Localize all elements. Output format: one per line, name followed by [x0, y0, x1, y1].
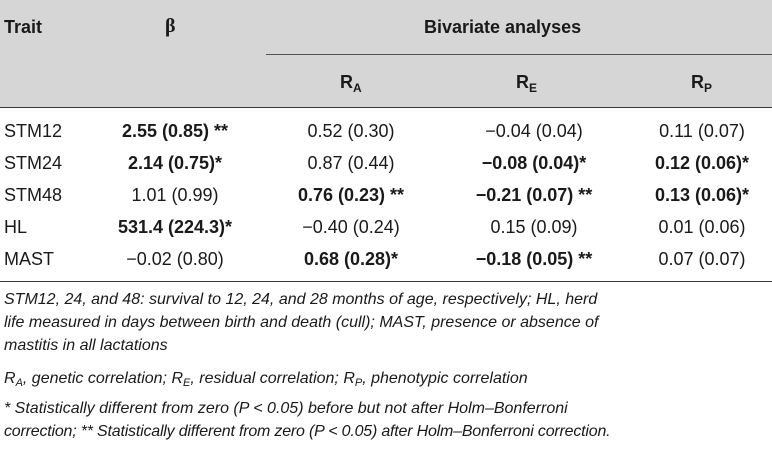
col-header-ra-main: R: [340, 72, 353, 92]
cell-trait: STM24: [4, 153, 63, 173]
col-header-ra-sub: A: [353, 81, 362, 95]
cell-beta: 531.4 (224.3)*: [117, 217, 233, 237]
col-header-trait: Trait: [4, 17, 43, 37]
header-band-top: [0, 0, 772, 55]
fn-re-main: R: [171, 370, 183, 387]
table-row: STM48 1.01 (0.99) 0.76 (0.23) ** −0.21 (…: [0, 179, 772, 211]
table-row: STM12 2.55 (0.85) ** 0.52 (0.30) −0.04 (…: [0, 115, 772, 147]
table-row: STM24 2.14 (0.75)* 0.87 (0.44) −0.08 (0.…: [0, 147, 772, 179]
cell-ra: 0.87 (0.44): [307, 153, 395, 173]
cell-rp: 0.11 (0.07): [659, 121, 745, 141]
cell-re: −0.08 (0.04)*: [481, 153, 587, 173]
cell-ra: −0.40 (0.24): [302, 217, 400, 237]
col-header-re-main: R: [516, 72, 529, 92]
cell-ra: 0.68 (0.28)*: [303, 249, 399, 269]
cell-rp: 0.07 (0.07): [658, 249, 746, 269]
cell-beta: 2.55 (0.85) **: [121, 121, 229, 141]
col-header-re: RE: [516, 72, 537, 95]
footnote-abbrev-2: life measured in days between birth and …: [4, 314, 599, 331]
fn-re-text: , residual correlation;: [190, 370, 344, 387]
fn-ra-main: R: [4, 370, 16, 387]
cell-rp: 0.12 (0.06)*: [654, 153, 750, 173]
cell-ra: 0.76 (0.23) **: [297, 185, 405, 205]
footnote-abbrev-1: STM12, 24, and 48: survival to 12, 24, a…: [4, 291, 598, 308]
fn-rp-main: R: [343, 370, 355, 387]
table-row: MAST −0.02 (0.80) 0.68 (0.28)* −0.18 (0.…: [0, 243, 772, 275]
col-header-bivariate: Bivariate analyses: [424, 17, 582, 37]
cell-re: 0.15 (0.09): [490, 217, 578, 237]
cell-re: −0.21 (0.07) **: [475, 185, 593, 205]
col-header-re-sub: E: [529, 81, 538, 95]
cell-trait: STM12: [4, 121, 63, 141]
col-header-rp-sub: P: [704, 81, 713, 95]
table-bottom-rule: [0, 281, 772, 282]
footnote-abbrev-3: mastitis in all lactations: [4, 337, 168, 354]
footnote-significance-2: correction; ** Statistically different f…: [4, 423, 611, 440]
cell-re: −0.18 (0.05) **: [475, 249, 593, 269]
footnote-significance-1: * Statistically different from zero (P <…: [4, 400, 568, 417]
col-header-rp: RP: [691, 72, 712, 95]
table-row: HL 531.4 (224.3)* −0.40 (0.24) 0.15 (0.0…: [0, 211, 772, 243]
fn-rp-sub: P: [354, 377, 363, 389]
header-bottom-rule: [0, 107, 772, 108]
fn-re-sub: E: [183, 377, 191, 389]
cell-beta: 1.01 (0.99): [131, 185, 219, 205]
cell-trait: HL: [4, 217, 28, 237]
col-header-rp-main: R: [691, 72, 704, 92]
cell-trait: STM48: [4, 185, 63, 205]
col-header-ra: RA: [340, 72, 362, 95]
header-band-bottom: [0, 55, 772, 107]
fn-ra-sub: A: [15, 377, 23, 389]
footnote-correlations: RA, genetic correlation; RE, residual co…: [4, 368, 770, 394]
fn-ra-text: , genetic correlation;: [22, 370, 172, 387]
cell-rp: 0.13 (0.06)*: [654, 185, 750, 205]
group-header-rule: [266, 54, 772, 55]
cell-ra: 0.52 (0.30): [307, 121, 395, 141]
cell-beta: −0.02 (0.80): [126, 249, 224, 269]
cell-trait: MAST: [4, 249, 55, 269]
cell-re: −0.04 (0.04): [485, 121, 583, 141]
cell-rp: 0.01 (0.06): [658, 217, 746, 237]
col-header-beta: β: [165, 15, 176, 37]
fn-rp-text: , phenotypic correlation: [362, 370, 528, 387]
cell-beta: 2.14 (0.75)*: [127, 153, 223, 173]
